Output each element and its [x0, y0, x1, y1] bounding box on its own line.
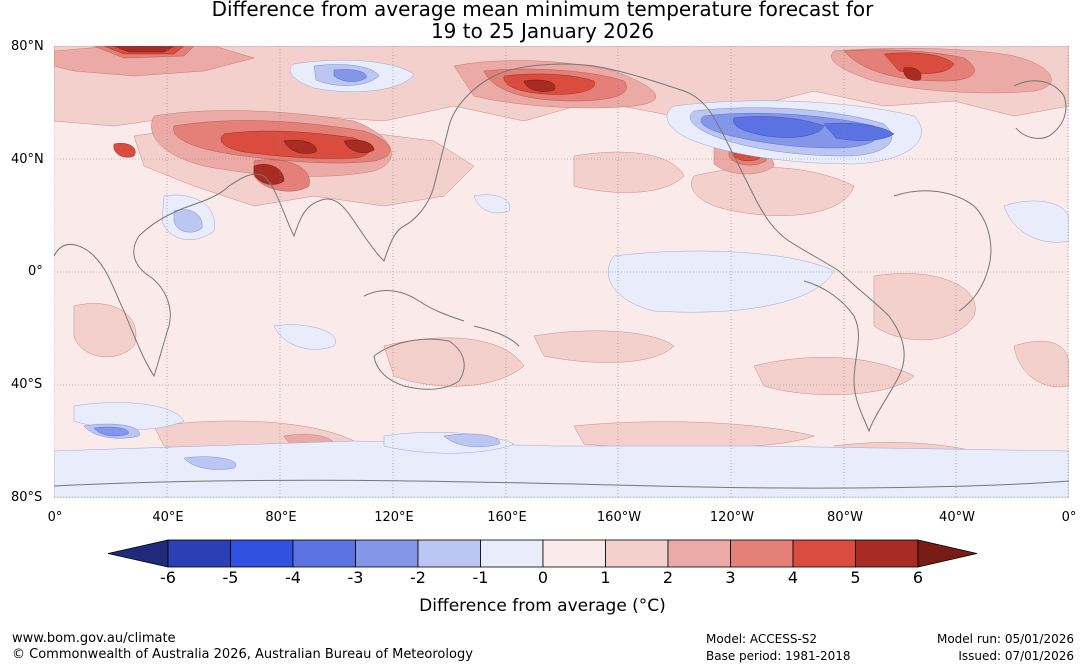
footer-base-period: Base period: 1981-2018 [706, 649, 851, 663]
forecast-map [54, 46, 1069, 498]
lon-label-160e: 160°E [487, 510, 527, 525]
lon-label-40w: 40°W [939, 510, 975, 525]
colorbar-extend-low [107, 539, 169, 568]
colorbar-tick-label: 5 [850, 568, 861, 587]
colorbar-segment [230, 539, 294, 568]
colorbar-tick-label: 4 [787, 568, 799, 587]
colorbar-tick-label: 3 [725, 568, 736, 587]
colorbar-tick-label: -4 [285, 568, 301, 587]
footer-issued: Issued: 07/01/2026 [958, 649, 1074, 663]
lon-label-0-right: 0° [1061, 510, 1077, 525]
anomaly-band-5-to-6 [113, 46, 922, 185]
colorbar-segment [417, 539, 481, 568]
colorbar-tick-label: -5 [222, 568, 239, 587]
lon-label-80w: 80°W [827, 510, 863, 525]
colorbar-segment [667, 539, 731, 568]
graticule [54, 46, 1069, 498]
colorbar-tick-label: -3 [347, 568, 364, 587]
colorbar-segment [480, 539, 544, 568]
colorbar-tick-label: -6 [160, 568, 176, 587]
colorbar-segment [167, 539, 231, 568]
lat-label-40s: 40°S [11, 377, 43, 392]
colorbar-segment [855, 539, 919, 568]
footer-website: www.bom.gov.au/climate [12, 631, 176, 646]
colorbar-segment [792, 539, 856, 568]
colorbar-extend-high [917, 539, 978, 568]
lon-label-80e: 80°E [265, 510, 297, 525]
colorbar-tick-label: 2 [662, 568, 674, 587]
forecast-map-graphic [54, 46, 1069, 498]
lat-label-80n: 80°N [11, 39, 44, 54]
footer-model-run: Model run: 05/01/2026 [936, 632, 1074, 646]
colorbar-title: Difference from average (°C) [419, 596, 666, 616]
footer-copyright: © Commonwealth of Australia 2026, Austra… [12, 647, 473, 662]
lat-label-80s: 80°S [11, 490, 43, 505]
colorbar [107, 539, 978, 568]
colorbar-tick-label: -1 [472, 568, 489, 587]
coastlines [54, 63, 1069, 489]
colorbar-segment [542, 539, 606, 568]
anomaly-band-minus-4-to-minus-3 [733, 116, 895, 141]
colorbar-segment [730, 539, 794, 568]
lat-label-equator: 0° [28, 264, 43, 279]
colorbar-tick-label: 1 [600, 568, 611, 587]
lon-label-0-left: 0° [47, 510, 63, 525]
colorbar-tick-label: -2 [410, 568, 426, 587]
colorbar-tick-label: 6 [912, 568, 924, 587]
chart-title-line-1: Difference from average mean minimum tem… [211, 0, 874, 21]
lon-label-120w: 120°W [709, 510, 755, 525]
footer-model: Model: ACCESS-S2 [706, 632, 818, 646]
colorbar-segment [605, 539, 669, 568]
colorbar-tick-label: 0 [537, 568, 549, 587]
colorbar-segment [355, 539, 419, 568]
lon-label-40e: 40°E [152, 510, 184, 525]
lon-label-160w: 160°W [596, 510, 642, 525]
lat-label-40n: 40°N [11, 152, 44, 167]
chart-title-line-2: 19 to 25 January 2026 [430, 19, 655, 43]
colorbar-segment [292, 539, 356, 568]
lon-label-120e: 120°E [374, 510, 414, 525]
